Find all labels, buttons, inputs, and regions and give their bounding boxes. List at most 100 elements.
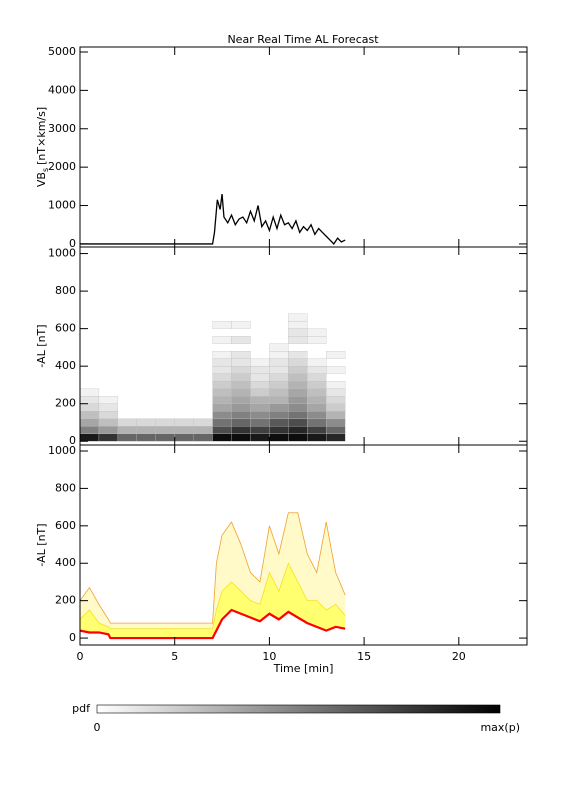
heat-cell bbox=[307, 403, 327, 412]
heat-cell bbox=[307, 433, 327, 442]
heat-cell bbox=[250, 358, 270, 367]
heat-cell bbox=[136, 433, 156, 442]
heat-cell bbox=[326, 433, 346, 442]
heat-cell bbox=[326, 366, 346, 374]
heat-cell bbox=[288, 426, 308, 434]
heat-cell bbox=[326, 396, 346, 404]
heat-cell bbox=[288, 328, 308, 337]
plot-area bbox=[80, 512, 346, 640]
heat-cell bbox=[250, 381, 270, 389]
chart-title: Near Real Time AL Forecast bbox=[227, 33, 379, 46]
heat-cell bbox=[212, 351, 232, 359]
heat-cell bbox=[98, 418, 119, 427]
y-tick-label: 1000 bbox=[48, 444, 76, 457]
x-tick-label: 10 bbox=[262, 650, 276, 663]
y-tick-label: 0 bbox=[69, 237, 76, 250]
heat-cell bbox=[288, 388, 308, 397]
heat-cell bbox=[212, 388, 232, 397]
heat-cell bbox=[250, 418, 270, 427]
heat-cell bbox=[250, 403, 270, 412]
heat-cell bbox=[269, 396, 289, 404]
x-tick-label: 20 bbox=[452, 650, 466, 663]
y-tick-label: 400 bbox=[55, 556, 76, 569]
colorbar bbox=[96, 704, 501, 714]
y-tick-label: 3000 bbox=[48, 122, 76, 135]
heat-cell bbox=[250, 373, 270, 382]
y-tick-label: 0 bbox=[69, 434, 76, 447]
heat-cell bbox=[307, 328, 327, 337]
y-tick-label: 5000 bbox=[48, 45, 76, 58]
y-axis-label: VBs [nT×km/s] bbox=[35, 107, 50, 187]
heat-cell bbox=[212, 411, 232, 419]
y-tick-label: 0 bbox=[69, 631, 76, 644]
y-tick-label: 1000 bbox=[48, 199, 76, 212]
heat-cell bbox=[288, 335, 308, 344]
panel-frame bbox=[79, 46, 528, 248]
heat-cell bbox=[80, 426, 100, 434]
heat-cell bbox=[212, 418, 232, 427]
y-axis-label-main: VB bbox=[35, 172, 48, 187]
heat-cell bbox=[231, 320, 251, 329]
heat-cell bbox=[288, 381, 308, 389]
heat-cell bbox=[231, 351, 251, 359]
heat-cell bbox=[269, 388, 289, 397]
heat-cell bbox=[307, 358, 327, 367]
heat-cell bbox=[117, 433, 137, 442]
heat-cell bbox=[231, 358, 251, 367]
heat-cell bbox=[269, 381, 289, 389]
heat-cell bbox=[80, 403, 100, 412]
heat-cell bbox=[307, 381, 327, 389]
heat-cell bbox=[307, 396, 327, 404]
heat-cell bbox=[212, 403, 232, 412]
heat-cell bbox=[231, 403, 251, 412]
heat-cell bbox=[193, 426, 213, 434]
heat-cell bbox=[231, 381, 251, 389]
heat-cell bbox=[231, 426, 251, 434]
heat-cell bbox=[80, 396, 100, 404]
colorbar-min-label: 0 bbox=[94, 721, 101, 734]
band-line bbox=[80, 562, 346, 630]
heat-cell bbox=[326, 403, 346, 412]
heat-cell bbox=[193, 418, 213, 427]
heat-cell bbox=[136, 418, 156, 427]
heat-cell bbox=[212, 373, 232, 382]
heat-cell bbox=[269, 351, 289, 359]
heat-cell bbox=[80, 418, 100, 427]
heat-cell bbox=[212, 358, 232, 367]
heat-cell bbox=[231, 366, 251, 374]
heat-cell bbox=[155, 433, 175, 442]
heat-cell bbox=[250, 411, 270, 419]
heat-cell bbox=[80, 388, 100, 397]
band-line bbox=[80, 608, 346, 640]
heat-cell bbox=[288, 366, 308, 374]
heat-cell bbox=[307, 373, 327, 382]
heat-cell bbox=[80, 433, 100, 442]
y-tick-label: 2000 bbox=[48, 160, 76, 173]
heat-cell bbox=[212, 396, 232, 404]
x-tick-label: 15 bbox=[357, 650, 371, 663]
heat-cell bbox=[288, 396, 308, 404]
y-axis-label: -AL [nT] bbox=[35, 324, 48, 367]
heat-cell bbox=[250, 426, 270, 434]
heat-cell bbox=[250, 388, 270, 397]
x-tick-label: 0 bbox=[77, 650, 84, 663]
heat-cell bbox=[288, 373, 308, 382]
data-line bbox=[80, 193, 346, 245]
heat-cell bbox=[269, 358, 289, 367]
heat-cell bbox=[288, 418, 308, 427]
heat-cell bbox=[117, 418, 137, 427]
heat-cell bbox=[231, 411, 251, 419]
heat-cell bbox=[326, 411, 346, 419]
y-tick-label: 200 bbox=[55, 594, 76, 607]
heat-cell bbox=[212, 366, 232, 374]
heat-cell bbox=[231, 373, 251, 382]
heat-cell bbox=[288, 320, 308, 329]
heat-cell bbox=[98, 433, 119, 442]
y-tick-label: 800 bbox=[55, 481, 76, 494]
y-tick-label: 4000 bbox=[48, 83, 76, 96]
heat-cell bbox=[174, 418, 194, 427]
panel-frame bbox=[79, 444, 528, 646]
heat-cell bbox=[155, 418, 175, 427]
heat-cell bbox=[269, 366, 289, 374]
heat-cell bbox=[326, 351, 346, 359]
